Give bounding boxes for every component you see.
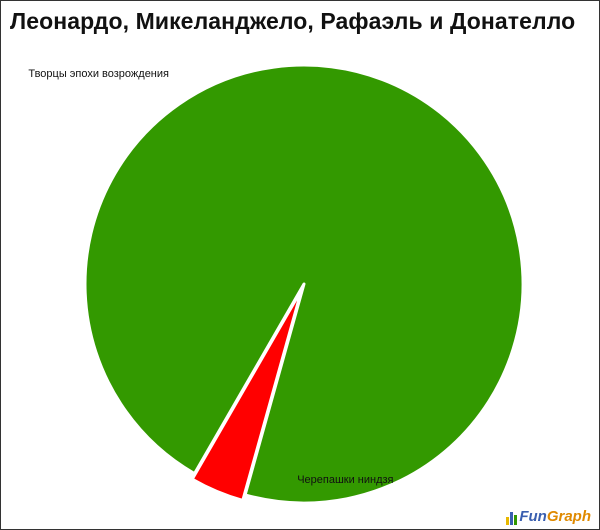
fungraph-logo: FunGraph (506, 508, 591, 525)
slice-label-0: Черепашки ниндзя (297, 474, 393, 486)
pie-slice-1 (190, 288, 304, 502)
pie-slice-0 (83, 63, 525, 505)
chart-title: Леонардо, Микеланджело, Рафаэль и Донате… (10, 8, 576, 34)
bar-logo-icon (506, 511, 518, 525)
fungraph-wordmark: FunGraph (519, 508, 591, 525)
slice-label-1: Творцы эпохи возрождения (28, 68, 169, 80)
